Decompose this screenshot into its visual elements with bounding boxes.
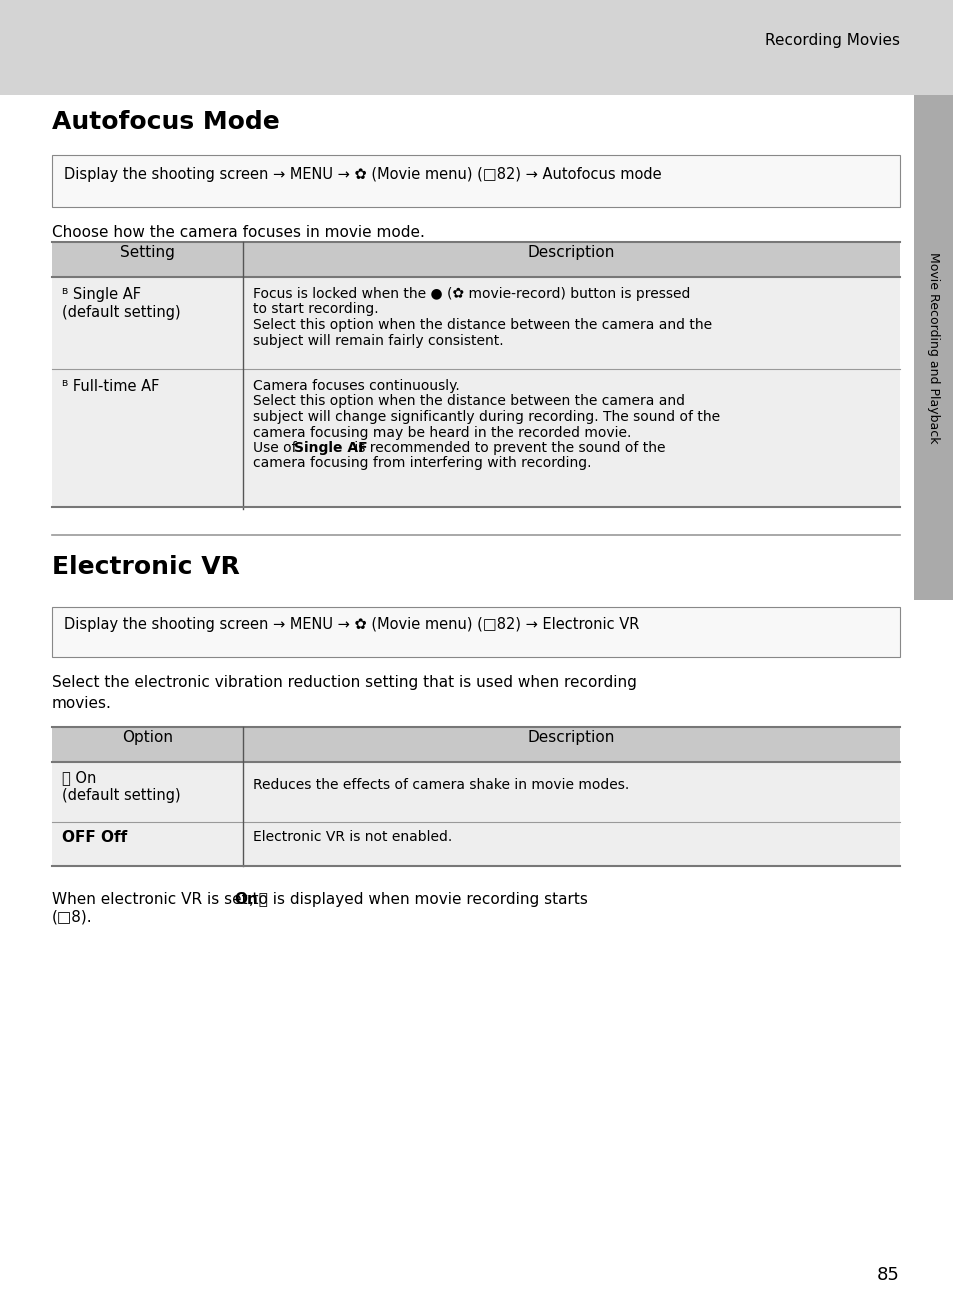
Bar [913, 95, 953, 600]
Text: camera focusing from interfering with recording.: camera focusing from interfering with re… [253, 456, 591, 470]
Text: Focus is locked when the ● (✿ movie-record) button is pressed: Focus is locked when the ● (✿ movie-reco… [253, 286, 690, 301]
Bar [0, 0, 953, 95]
Text: (default setting): (default setting) [62, 788, 180, 803]
Bar [52, 369, 899, 507]
Text: Setting: Setting [120, 244, 174, 260]
Text: Camera focuses continuously.: Camera focuses continuously. [253, 378, 459, 393]
Text: camera focusing may be heard in the recorded movie.: camera focusing may be heard in the reco… [253, 426, 631, 439]
Text: Electronic VR is not enabled.: Electronic VR is not enabled. [253, 830, 452, 844]
Bar [52, 155, 899, 208]
Text: Movie Recording and Playback: Movie Recording and Playback [926, 252, 940, 443]
Text: Single AF: Single AF [294, 442, 367, 455]
Text: Choose how the camera focuses in movie mode.: Choose how the camera focuses in movie m… [52, 225, 424, 240]
Bar [52, 277, 899, 369]
Text: to start recording.: to start recording. [253, 302, 378, 317]
Bar [52, 762, 899, 823]
Text: Select this option when the distance between the camera and the: Select this option when the distance bet… [253, 318, 711, 332]
Text: ᴮ Single AF: ᴮ Single AF [62, 286, 141, 302]
Text: ᴮ Full-time AF: ᴮ Full-time AF [62, 378, 159, 394]
Text: (□8).: (□8). [52, 911, 92, 925]
Text: (default setting): (default setting) [62, 305, 180, 321]
Text: Display the shooting screen → MENU → ✿ (Movie menu) (□82) → Electronic VR: Display the shooting screen → MENU → ✿ (… [64, 618, 639, 632]
Bar [52, 823, 899, 866]
Text: 85: 85 [876, 1265, 899, 1284]
Text: Select this option when the distance between the camera and: Select this option when the distance bet… [253, 394, 684, 409]
Text: On: On [233, 892, 257, 907]
Text: Ⓞ On: Ⓞ On [62, 770, 96, 784]
Text: Use of: Use of [253, 442, 301, 455]
Bar [52, 727, 899, 762]
Text: subject will change significantly during recording. The sound of the: subject will change significantly during… [253, 410, 720, 424]
Text: Description: Description [527, 731, 615, 745]
Text: Recording Movies: Recording Movies [764, 33, 899, 49]
Text: subject will remain fairly consistent.: subject will remain fairly consistent. [253, 334, 503, 347]
Text: Reduces the effects of camera shake in movie modes.: Reduces the effects of camera shake in m… [253, 778, 629, 792]
Text: OFF Off: OFF Off [62, 829, 127, 845]
Bar [52, 242, 899, 277]
Text: Description: Description [527, 244, 615, 260]
Text: , Ⓞ is displayed when movie recording starts: , Ⓞ is displayed when movie recording st… [249, 892, 587, 907]
Text: When electronic VR is set to: When electronic VR is set to [52, 892, 273, 907]
Text: Display the shooting screen → MENU → ✿ (Movie menu) (□82) → Autofocus mode: Display the shooting screen → MENU → ✿ (… [64, 167, 661, 181]
Text: Autofocus Mode: Autofocus Mode [52, 110, 279, 134]
Text: Electronic VR: Electronic VR [52, 555, 239, 579]
Text: Select the electronic vibration reduction setting that is used when recording
mo: Select the electronic vibration reductio… [52, 675, 637, 711]
Text: is recommended to prevent the sound of the: is recommended to prevent the sound of t… [350, 442, 665, 455]
Text: Option: Option [122, 731, 172, 745]
Bar [52, 607, 899, 657]
